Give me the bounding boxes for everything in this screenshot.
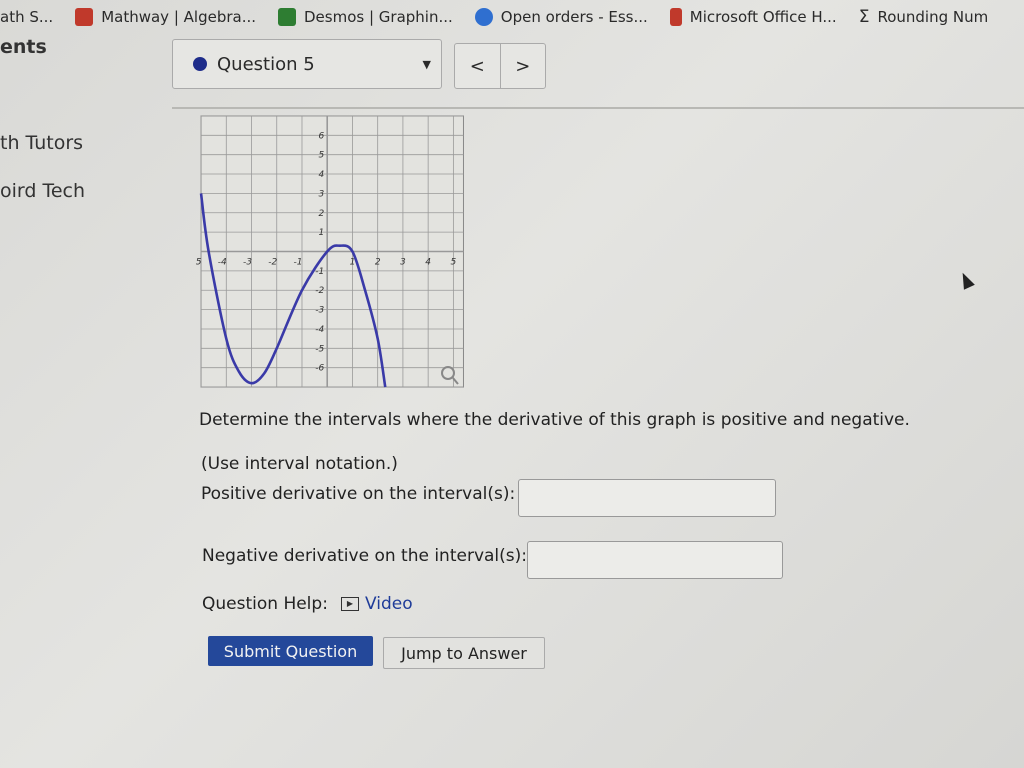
bookmark-label: Rounding Num	[877, 8, 989, 26]
mouse-cursor-icon	[957, 270, 975, 290]
y-tick-label: -5	[315, 344, 324, 354]
y-tick-label: 6	[318, 131, 324, 141]
question-prompt: Determine the intervals where the deriva…	[199, 410, 910, 430]
orders-icon	[474, 8, 493, 26]
sigma-icon: Σ	[858, 7, 870, 27]
status-dot-icon	[193, 57, 207, 71]
y-tick-label: -6	[315, 364, 324, 374]
positive-interval-input[interactable]	[518, 479, 776, 517]
y-tick-label: 5	[318, 151, 324, 161]
next-question-button[interactable]: >	[515, 55, 531, 77]
x-tick-label: 5	[451, 258, 457, 268]
y-tick-label: 4	[318, 170, 324, 180]
bookmark-label: Desmos | Graphin...	[304, 8, 453, 26]
bookmark-label: Open orders - Ess...	[500, 8, 648, 26]
sidebar-item[interactable]: ents	[0, 36, 47, 58]
bookmark-label: Mathway | Algebra...	[101, 8, 256, 26]
x-tick-label: 1	[350, 258, 356, 268]
bookmark-desmos[interactable]: Desmos | Graphin...	[278, 8, 453, 26]
x-tick-label: 4	[425, 258, 431, 268]
submit-question-button[interactable]: Submit Question	[208, 636, 373, 666]
bookmark-mathway[interactable]: Mathway | Algebra...	[75, 8, 256, 26]
bookmark-orders[interactable]: Open orders - Ess...	[474, 8, 648, 26]
sidebar-item[interactable]: oird Tech	[0, 180, 86, 202]
x-tick-label: 3	[400, 258, 406, 268]
y-tick-label: -3	[315, 306, 324, 316]
video-label: Video	[365, 594, 413, 614]
office-icon	[669, 8, 682, 26]
negative-interval-input[interactable]	[527, 541, 783, 579]
function-graph: -5 -4 -3 -2 -1 1 2 3 4 5 -6 -5 -4 -3 -2 -1 1 2 3 4 5 6	[196, 115, 464, 388]
question-nav: Question 5 ▼ < >	[172, 37, 1024, 109]
mathway-icon	[75, 8, 94, 26]
positive-label: Positive derivative on the interval(s):	[201, 484, 516, 504]
function-curve	[199, 193, 387, 388]
question-note: (Use interval notation.)	[201, 454, 398, 474]
magnifier-icon[interactable]	[441, 366, 459, 385]
sidebar-item[interactable]: th Tutors	[0, 132, 84, 154]
video-link[interactable]: ▶ Video	[341, 594, 413, 614]
question-selector[interactable]: Question 5 ▼	[172, 39, 442, 89]
bookmark-label: ath S...	[0, 8, 54, 26]
question-help-label: Question Help:	[202, 594, 328, 614]
y-tick-label: 2	[318, 209, 324, 219]
x-tick-label: -5	[196, 258, 202, 268]
bookmarks-bar: ath S... Mathway | Algebra... Desmos | G…	[0, 0, 1024, 34]
question-label: Question 5	[217, 53, 315, 75]
jump-to-answer-button[interactable]: Jump to Answer	[383, 637, 545, 669]
bookmark-rounding[interactable]: Σ Rounding Num	[859, 7, 989, 27]
y-tick-label: -2	[315, 286, 324, 296]
desmos-icon	[278, 8, 296, 26]
x-tick-label: -3	[243, 258, 252, 268]
y-tick-label: -4	[315, 325, 324, 335]
x-tick-label: 2	[375, 258, 381, 268]
y-tick-label: 3	[318, 189, 324, 199]
bookmark-label: Microsoft Office H...	[689, 8, 837, 26]
y-tick-label: -1	[315, 267, 324, 277]
negative-label: Negative derivative on the interval(s):	[202, 546, 527, 566]
prev-question-button[interactable]: <	[455, 44, 501, 88]
video-icon: ▶	[341, 597, 359, 611]
bookmark[interactable]: ath S...	[0, 8, 53, 26]
question-pager: < >	[454, 43, 546, 89]
x-tick-label: -1	[293, 258, 302, 268]
y-tick-label: 1	[318, 228, 324, 238]
chevron-down-icon: ▼	[422, 57, 431, 71]
x-tick-label: -2	[268, 258, 277, 268]
x-tick-label: -4	[218, 258, 227, 268]
bookmark-office[interactable]: Microsoft Office H...	[669, 8, 837, 26]
